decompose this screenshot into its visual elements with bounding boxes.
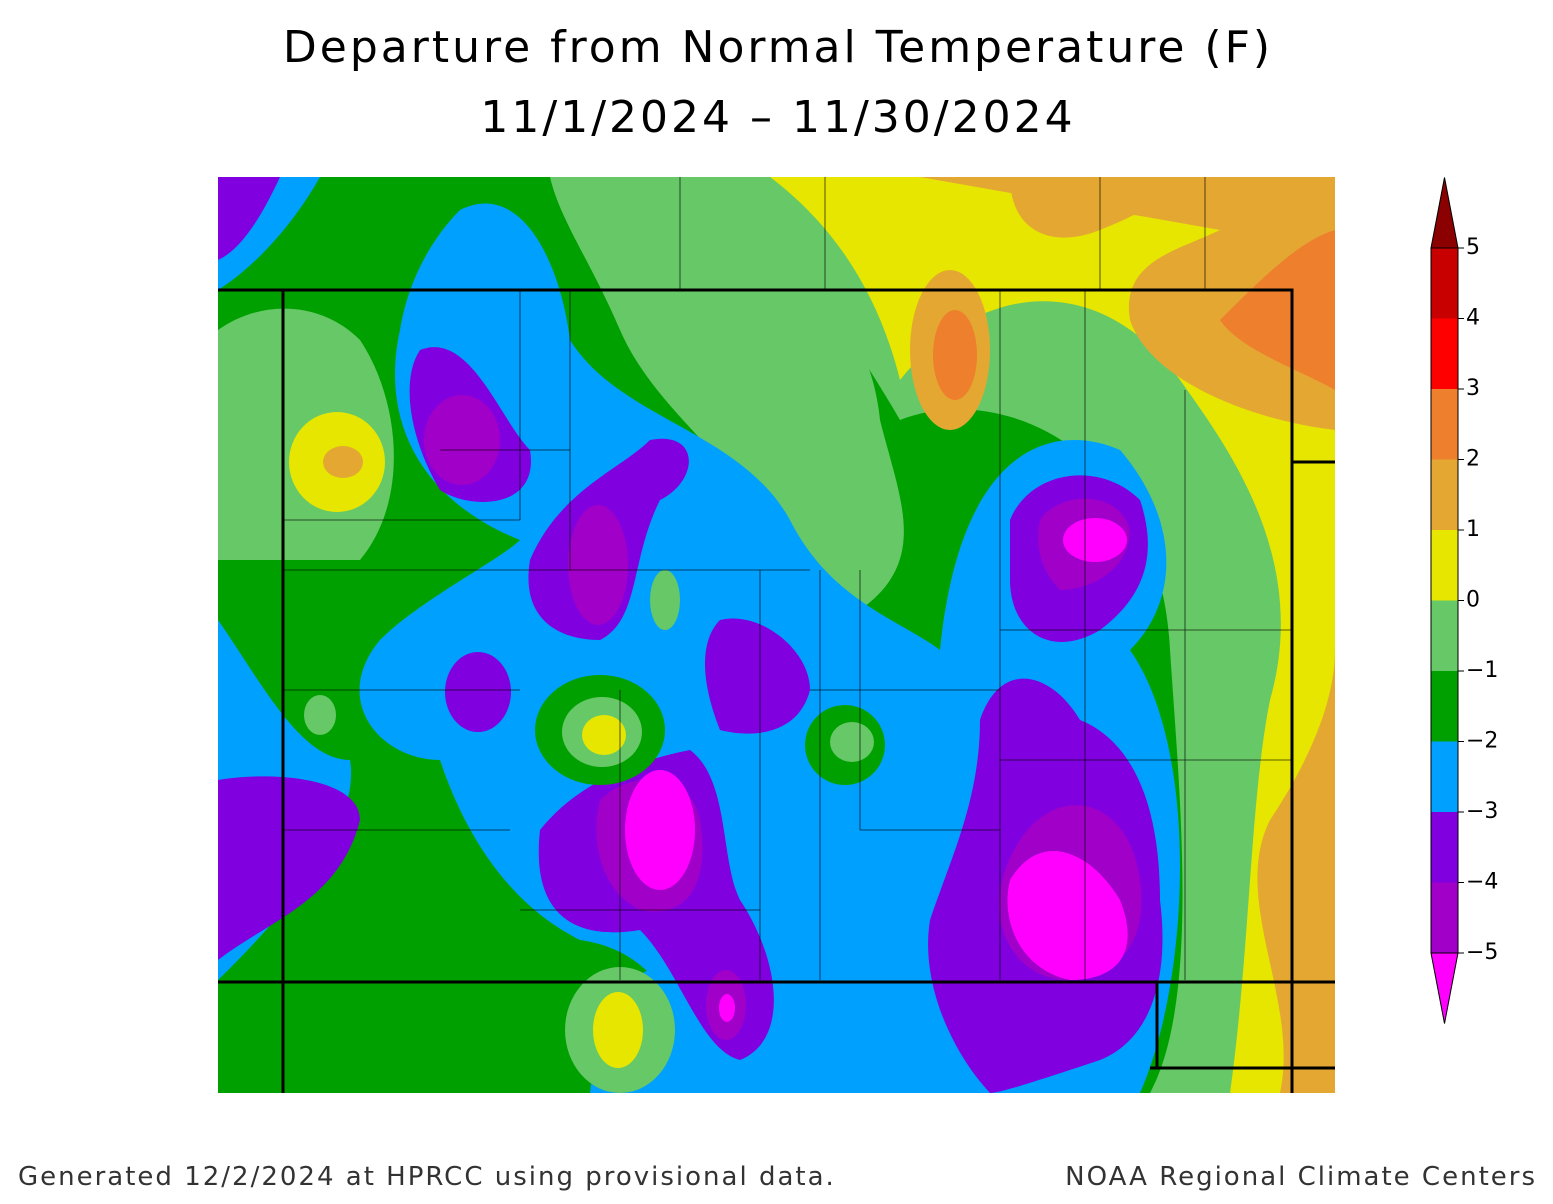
colorbar-label: −4 xyxy=(1466,870,1498,895)
colorbar-label: 0 xyxy=(1466,588,1480,613)
colorbar-label: −1 xyxy=(1466,658,1498,683)
colorbar-label: 4 xyxy=(1466,306,1480,331)
colorbar-label: 1 xyxy=(1466,517,1480,542)
colorbar-bin xyxy=(1431,882,1458,953)
footer-right: NOAA Regional Climate Centers xyxy=(1065,1162,1537,1192)
colorbar-bin xyxy=(1431,741,1458,812)
colorbar-bin xyxy=(1431,248,1458,319)
colorbar-bin xyxy=(1431,671,1458,742)
colorbar-label: −3 xyxy=(1466,799,1498,824)
colorbar-bin xyxy=(1431,600,1458,671)
colorbar-label: −5 xyxy=(1466,940,1498,965)
colorbar-bin xyxy=(1431,530,1458,601)
colorbar-label: 2 xyxy=(1466,447,1480,472)
colorbar-label: 3 xyxy=(1466,376,1480,401)
colorbar-bin xyxy=(1431,318,1458,389)
colorbar-bin xyxy=(1431,812,1458,883)
colorbar-label: 5 xyxy=(1466,235,1480,260)
footer-left: Generated 12/2/2024 at HPRCC using provi… xyxy=(18,1162,836,1192)
colorbar-bin xyxy=(1431,389,1458,460)
map xyxy=(218,177,1335,1093)
colorbar-bin xyxy=(1431,459,1458,530)
colorbar-label: −2 xyxy=(1466,729,1498,754)
colorbar-arrow xyxy=(1430,952,1459,1024)
colorbar-arrow xyxy=(1430,177,1459,249)
title: Departure from Normal Temperature (F) xyxy=(283,22,1273,73)
colorbar: 5 4 3 2 1 0 −1 −2 −3 −4 −5 xyxy=(1430,177,1498,1024)
subtitle: 11/1/2024 – 11/30/2024 xyxy=(480,92,1075,143)
